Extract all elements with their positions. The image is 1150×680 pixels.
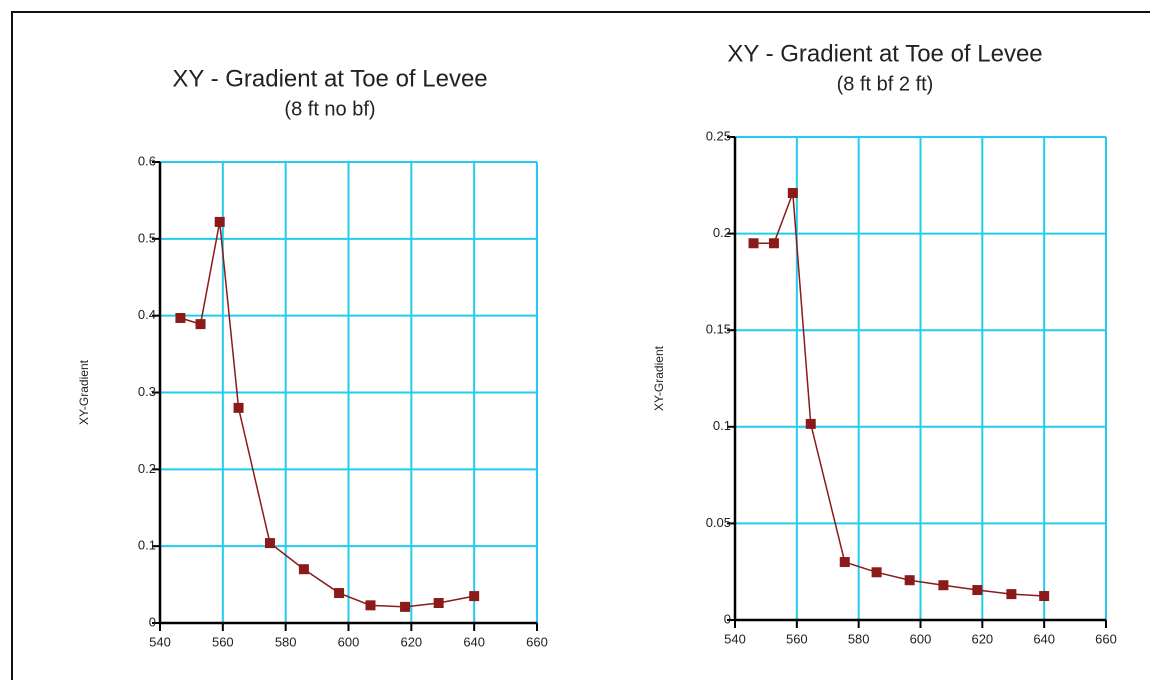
x-tick-label: 540 (724, 631, 746, 646)
data-point (972, 585, 983, 596)
data-point (175, 312, 186, 323)
data-point (1039, 591, 1050, 602)
data-point (787, 188, 798, 199)
chart-subtitle: (8 ft no bf) (284, 98, 375, 120)
y-tick-label: 0 (724, 611, 731, 626)
data-point (748, 238, 759, 249)
y-tick-label: 0.15 (706, 322, 731, 337)
x-tick-label: 560 (786, 631, 808, 646)
y-axis-label: XY-Gradient (652, 345, 666, 411)
x-tick-label: 640 (1033, 631, 1055, 646)
x-tick-label: 580 (848, 631, 870, 646)
data-point (469, 591, 480, 602)
y-tick-label: 0.1 (713, 418, 731, 433)
x-tick-label: 560 (212, 634, 234, 649)
x-tick-label: 660 (1095, 631, 1117, 646)
y-tick-label: 0.25 (706, 128, 731, 143)
data-point (195, 319, 206, 330)
data-point (365, 600, 376, 611)
data-point (871, 567, 882, 578)
data-point (938, 580, 949, 591)
x-tick-label: 620 (971, 631, 993, 646)
data-point (1006, 589, 1017, 600)
data-point (400, 601, 411, 612)
y-tick-label: 0.2 (713, 225, 731, 240)
y-tick-label: 0 (149, 614, 156, 629)
y-tick-label: 0.6 (138, 153, 156, 168)
y-tick-label: 0.4 (138, 307, 156, 322)
x-tick-label: 640 (463, 634, 485, 649)
data-point (334, 588, 345, 599)
y-axis-label: XY-Gradient (77, 359, 91, 425)
y-tick-label: 0.2 (138, 461, 156, 476)
x-tick-label: 580 (275, 634, 297, 649)
frame (11, 11, 1150, 680)
chart-title: XY - Gradient at Toe of Levee (727, 40, 1042, 67)
x-tick-label: 600 (910, 631, 932, 646)
data-point (214, 216, 225, 227)
chart-subtitle: (8 ft bf 2 ft) (837, 73, 934, 95)
data-point (805, 418, 816, 429)
data-point (839, 557, 850, 568)
x-tick-label: 540 (149, 634, 171, 649)
y-tick-label: 0.05 (706, 515, 731, 530)
data-point (433, 598, 444, 609)
y-tick-label: 0.5 (138, 230, 156, 245)
x-tick-label: 620 (400, 634, 422, 649)
data-point (233, 402, 244, 413)
x-tick-label: 660 (526, 634, 548, 649)
data-point (298, 564, 309, 575)
chart-title: XY - Gradient at Toe of Levee (172, 65, 487, 92)
data-point (768, 238, 779, 249)
y-tick-label: 0.1 (138, 538, 156, 553)
data-point (904, 575, 915, 586)
data-point (264, 538, 275, 549)
x-tick-label: 600 (338, 634, 360, 649)
y-tick-label: 0.3 (138, 384, 156, 399)
